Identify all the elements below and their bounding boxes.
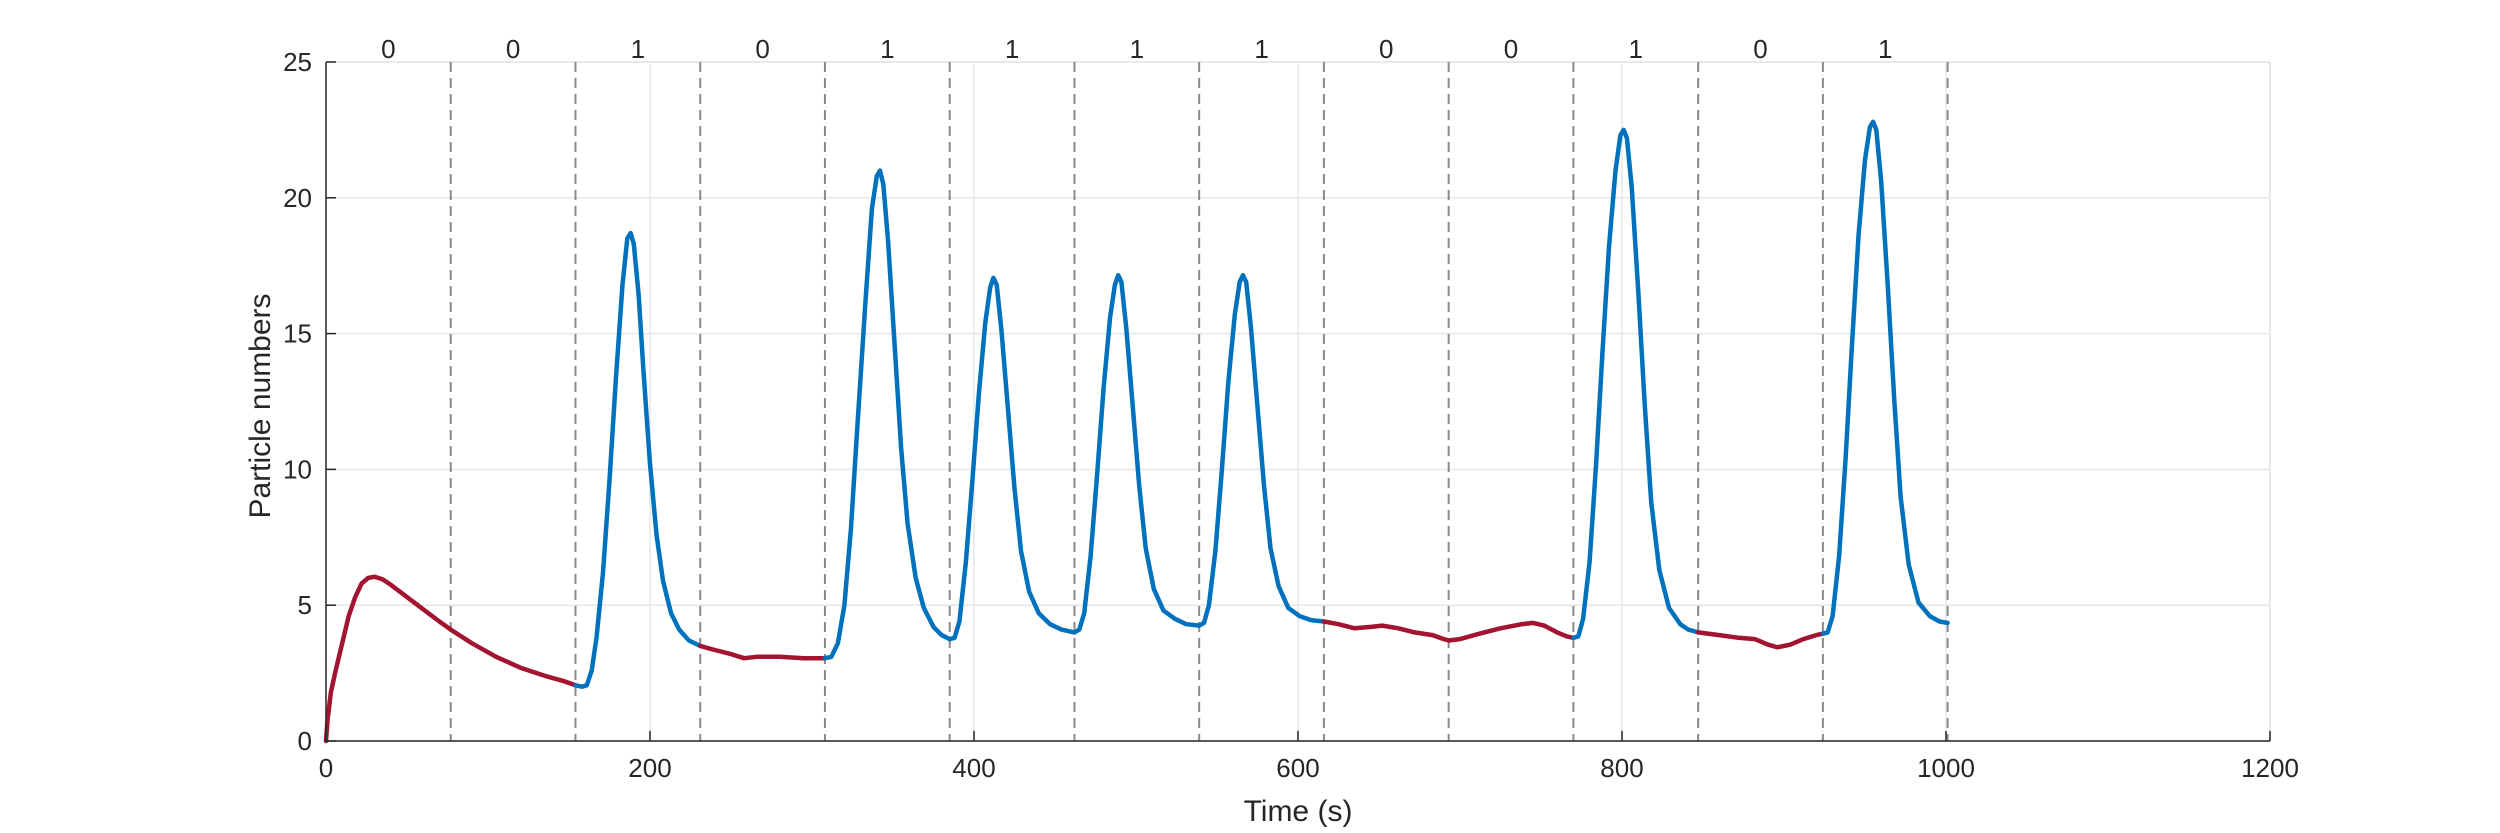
series-segment-bit-1 xyxy=(1072,272,1202,635)
bit-label: 0 xyxy=(755,34,769,64)
series-segment-bit-1 xyxy=(1571,127,1701,641)
series-group xyxy=(323,119,1950,744)
bit-label: 1 xyxy=(1254,34,1268,64)
bit-label: 0 xyxy=(1504,34,1518,64)
bit-label: 1 xyxy=(1130,34,1144,64)
x-tick-label: 800 xyxy=(1600,753,1643,783)
bit-label: 0 xyxy=(1379,34,1393,64)
x-tick-label: 600 xyxy=(1276,753,1319,783)
series-segment-bit-1 xyxy=(573,230,703,689)
bit-label: 0 xyxy=(381,34,395,64)
bit-label: 1 xyxy=(1878,34,1892,64)
x-tick-label: 1200 xyxy=(2241,753,2299,783)
y-tick-label: 20 xyxy=(283,183,312,213)
x-tick-label: 200 xyxy=(628,753,671,783)
series-segment-bit-0 xyxy=(1321,619,1576,643)
bit-label: 1 xyxy=(631,34,645,64)
bit-labels: 0 0 1 0 1 1 1 1 0 0 1 0 1 xyxy=(381,34,1892,64)
y-tick-label: 0 xyxy=(298,726,312,756)
bit-label: 0 xyxy=(506,34,520,64)
axes: 0 200 400 600 800 1000 1200 0 5 10 15 20 25 xyxy=(283,47,2299,783)
series-segment-bit-1 xyxy=(947,275,1077,642)
bit-boundaries xyxy=(449,62,1949,741)
series-segment-bit-0 xyxy=(323,574,578,744)
x-tick-label: 400 xyxy=(952,753,995,783)
bit-label: 1 xyxy=(1629,34,1643,64)
series-segment-bit-1 xyxy=(822,168,952,661)
y-tick-label: 5 xyxy=(298,590,312,620)
series-segment-bit-1 xyxy=(1820,119,1950,636)
y-tick-label: 10 xyxy=(283,454,312,484)
bit-label: 1 xyxy=(880,34,894,64)
x-axis-label: Time (s) xyxy=(1244,795,1353,828)
bit-label: 1 xyxy=(1005,34,1019,64)
bit-label: 0 xyxy=(1753,34,1767,64)
grid xyxy=(325,61,2271,742)
series-segment-bit-0 xyxy=(1695,630,1826,650)
y-tick-label: 25 xyxy=(283,47,312,77)
series-segment-bit-1 xyxy=(1196,272,1327,628)
series-segment-bit-0 xyxy=(697,643,828,661)
x-tick-label: 0 xyxy=(319,753,333,783)
x-tick-label: 1000 xyxy=(1917,753,1975,783)
y-tick-label: 15 xyxy=(283,319,312,349)
y-axis-label: Particle numbers xyxy=(244,293,277,518)
